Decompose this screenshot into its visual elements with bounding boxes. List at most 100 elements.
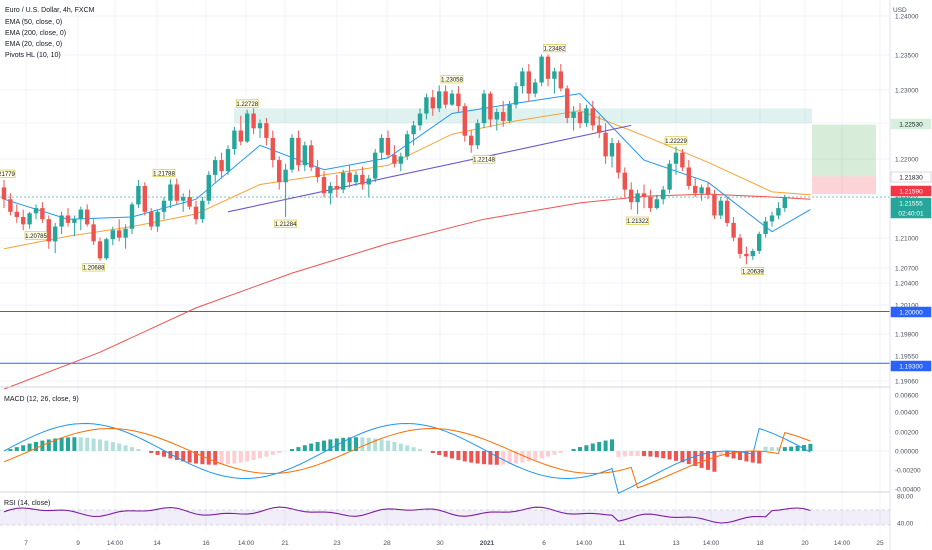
macd-histogram-bar xyxy=(546,451,550,457)
macd-histogram-bar xyxy=(578,447,582,451)
pivot-label: 1.20639 xyxy=(742,269,764,275)
candle-body xyxy=(443,91,448,105)
candle-body xyxy=(174,184,179,201)
candle-body xyxy=(405,134,410,157)
macd-histogram-bar xyxy=(130,447,134,451)
candle-body xyxy=(392,154,397,164)
macd-histogram-bar xyxy=(328,439,333,451)
macd-histogram-bar xyxy=(264,451,269,457)
price-tags: 1.22530 1.21830 1.21590 1.21555 02:40:01 1.20… xyxy=(890,118,932,372)
macd-histogram-bar xyxy=(603,440,608,451)
candle-body xyxy=(577,112,583,124)
macd-histogram-bar xyxy=(232,451,237,464)
time-tick-label: 7 xyxy=(24,540,28,547)
macd-tick-label: 0.00400 xyxy=(895,410,919,417)
time-tick-label: 11 xyxy=(619,540,626,547)
price-tick-label: 1.24000 xyxy=(895,14,919,21)
price-tick-label: 1.21000 xyxy=(895,236,919,243)
macd-signal-line xyxy=(3,427,811,489)
trendline[interactable] xyxy=(227,124,632,213)
candle-body xyxy=(232,130,237,149)
candle-body xyxy=(597,125,602,133)
macd-histogram-bar xyxy=(795,445,800,451)
price-tag xyxy=(890,207,932,219)
price-tick-label: 1.19550 xyxy=(895,354,919,361)
long-position-stop-zone[interactable] xyxy=(812,176,876,195)
macd-line xyxy=(3,422,811,495)
candle-body xyxy=(33,208,39,214)
time-tick-label: 28 xyxy=(383,540,391,547)
candle-body xyxy=(699,187,704,194)
macd-histogram-bar xyxy=(584,445,589,451)
candle-body xyxy=(315,167,320,178)
time-axis[interactable]: 7 9 14:00 14 16 14:00 21 23 28 30 2021 6 14:00 11 13 14… xyxy=(24,540,884,547)
price-tick-label: 1.23500 xyxy=(895,53,919,60)
rsi-tick-label: 80.00 xyxy=(897,494,914,501)
macd-histogram-bar xyxy=(373,438,378,451)
candle-body xyxy=(257,123,263,129)
macd-histogram-bar xyxy=(341,437,346,451)
pivot-badge xyxy=(440,75,464,84)
candle-body xyxy=(635,193,640,203)
macd-histogram-bar xyxy=(277,451,282,453)
candle-body xyxy=(437,91,442,109)
ema200-line xyxy=(3,193,811,390)
macd-histogram-bar xyxy=(699,451,704,468)
candle-body xyxy=(46,219,51,242)
candle-body xyxy=(213,160,218,175)
macd-tick-label: 0.00200 xyxy=(895,430,919,437)
macd-histogram-bar xyxy=(450,451,454,459)
candle-body xyxy=(14,211,19,217)
pivot-badge xyxy=(152,169,176,178)
macd-histogram-bar xyxy=(405,445,410,451)
rsi-line xyxy=(3,506,811,524)
macd-histogram-bar xyxy=(347,437,352,451)
macd-histogram-bar xyxy=(296,447,301,451)
ema50-line xyxy=(3,110,811,250)
price-tag-label: 02:40:01 xyxy=(898,211,924,218)
macd-histogram-bar xyxy=(706,451,710,470)
pivot-label: 1.20688 xyxy=(83,266,105,272)
candle-body xyxy=(776,208,781,216)
candle-body xyxy=(609,143,615,157)
pivot-label: 1.22728 xyxy=(236,102,258,108)
candle-body xyxy=(654,199,659,209)
macd-histogram-bar xyxy=(622,451,627,457)
macd-histogram-bar xyxy=(91,438,96,451)
price-tag xyxy=(890,171,932,183)
macd-histogram-bar xyxy=(763,446,768,451)
macd-histogram-bar xyxy=(149,451,154,453)
candle-body xyxy=(225,148,231,172)
candle-body xyxy=(475,123,480,146)
macd-histogram-bar xyxy=(98,439,102,451)
price-tick-label: 1.19060 xyxy=(895,379,919,386)
legend-ema20: EMA (20, close, 0) xyxy=(5,41,62,48)
candle-body xyxy=(533,82,538,94)
candle-body xyxy=(763,221,768,234)
candle-body xyxy=(110,230,115,240)
candle-body xyxy=(187,197,192,207)
candle-body xyxy=(469,135,474,146)
macd-histogram-bar xyxy=(270,451,275,455)
price-tag-label: 1.19300 xyxy=(899,364,923,371)
pivot-label: 1.21779 xyxy=(0,172,16,178)
macd-histogram-bar xyxy=(78,437,83,451)
candle-body xyxy=(129,204,135,229)
pivot-badge xyxy=(274,219,297,228)
macd-histogram-bar xyxy=(46,439,51,451)
macd-histogram-bar xyxy=(53,438,58,451)
candle-body xyxy=(622,172,627,190)
axis-currency: USD xyxy=(893,7,907,14)
candle-body xyxy=(430,97,435,109)
long-position-profit-zone[interactable] xyxy=(812,124,876,177)
time-tick-label: 23 xyxy=(333,540,341,547)
macd-histogram-bar xyxy=(290,449,294,451)
price-axis[interactable]: 1.240001.235001.230001.225001.220001.215… xyxy=(895,14,921,528)
macd-histogram-bar xyxy=(571,448,576,451)
legend-ema200: EMA (200, close, 0) xyxy=(5,30,66,37)
macd-histogram-bar xyxy=(782,447,787,451)
macd-histogram-bar xyxy=(66,437,70,451)
time-tick-label: 2021 xyxy=(480,540,495,547)
candle-body xyxy=(142,185,147,212)
